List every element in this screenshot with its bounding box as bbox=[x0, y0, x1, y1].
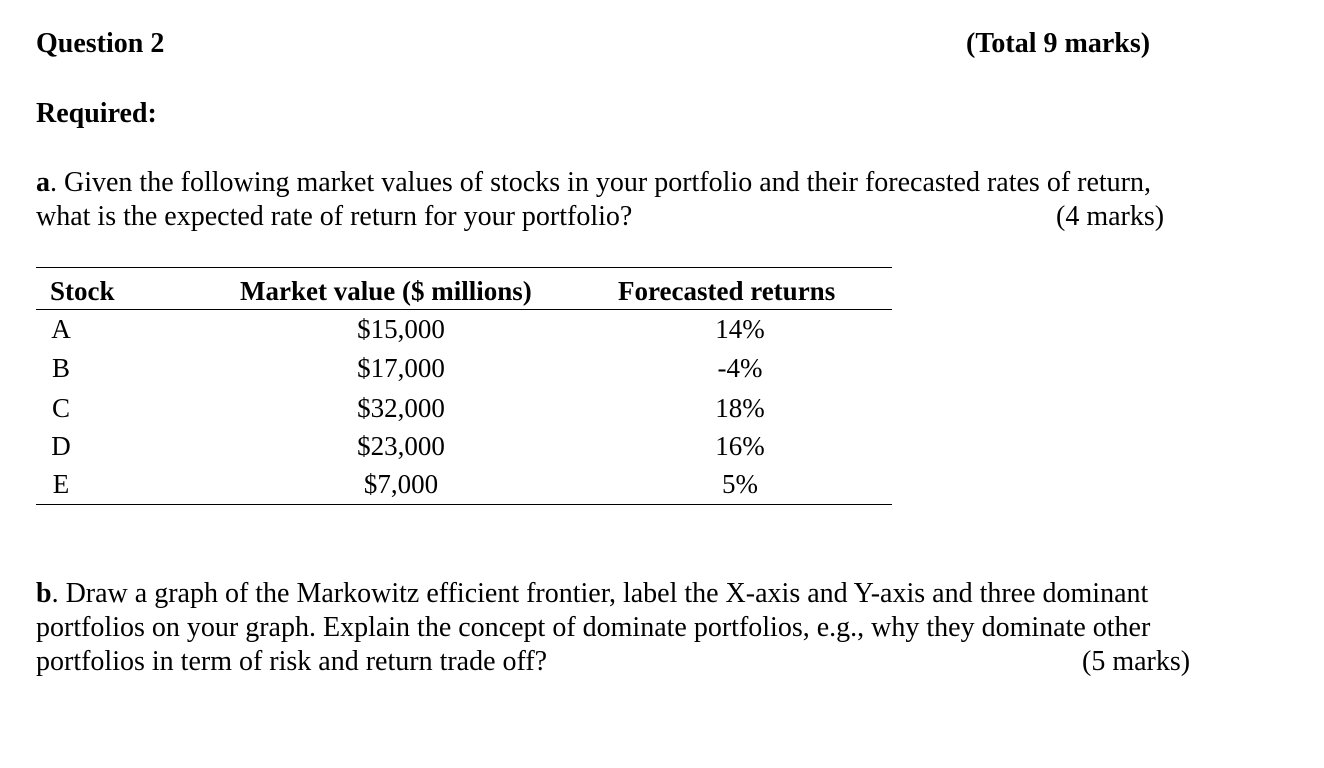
cell-stock: A bbox=[51, 314, 71, 344]
table-row: B $17,000 -4% bbox=[0, 353, 1324, 392]
part-a-label: a bbox=[36, 167, 50, 198]
header-market-value: Market value ($ millions) bbox=[240, 276, 532, 306]
table-top-rule bbox=[36, 267, 892, 268]
table-header-rule bbox=[36, 309, 892, 310]
cell-return: 18% bbox=[715, 393, 765, 423]
part-a-line-2: what is the expected rate of return for … bbox=[36, 201, 633, 232]
header-forecasted-returns: Forecasted returns bbox=[618, 276, 836, 306]
cell-return: 14% bbox=[715, 314, 765, 344]
part-b-text-1: . Draw a graph of the Markowitz efficien… bbox=[51, 578, 1149, 609]
cell-stock: B bbox=[51, 353, 70, 383]
table-row: E $7,000 5% bbox=[0, 469, 1324, 508]
cell-return: -4% bbox=[717, 353, 763, 383]
cell-stock: D bbox=[51, 431, 71, 461]
header-stock: Stock bbox=[50, 276, 115, 306]
cell-return: 5% bbox=[722, 469, 758, 499]
table-row: A $15,000 14% bbox=[0, 314, 1324, 353]
table-row: D $23,000 16% bbox=[0, 431, 1324, 470]
table-row: C $32,000 18% bbox=[0, 393, 1324, 432]
question-title: Question 2 bbox=[36, 28, 165, 59]
cell-return: 16% bbox=[715, 431, 765, 461]
part-b-label: b bbox=[36, 578, 52, 609]
part-b-line-1: b. Draw a graph of the Markowitz efficie… bbox=[36, 577, 1148, 611]
part-a-marks: (4 marks) bbox=[1056, 201, 1165, 232]
cell-stock: E bbox=[52, 469, 70, 499]
part-b-marks: (5 marks) bbox=[1082, 646, 1191, 677]
cell-market-value: $17,000 bbox=[357, 353, 445, 383]
cell-market-value: $32,000 bbox=[357, 393, 445, 423]
part-a-text-1: . Given the following market values of s… bbox=[50, 167, 1152, 198]
part-b-line-3: portfolios in term of risk and return tr… bbox=[36, 646, 548, 677]
total-marks: (Total 9 marks) bbox=[966, 28, 1151, 59]
cell-market-value: $15,000 bbox=[357, 314, 445, 344]
required-heading: Required: bbox=[36, 98, 157, 129]
table-bottom-rule bbox=[36, 504, 892, 505]
cell-market-value: $7,000 bbox=[363, 469, 439, 499]
part-a-line-1: a. Given the following market values of … bbox=[36, 166, 1151, 200]
cell-stock: C bbox=[51, 393, 70, 423]
part-b-line-2: portfolios on your graph. Explain the co… bbox=[36, 612, 1151, 643]
cell-market-value: $23,000 bbox=[357, 431, 445, 461]
